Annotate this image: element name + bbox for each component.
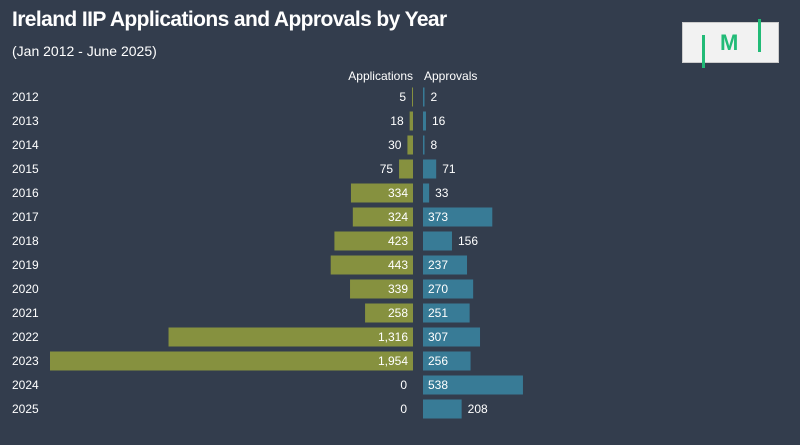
approvals-bar xyxy=(423,135,425,155)
approvals-bar xyxy=(423,375,523,395)
applications-value-label: 0 xyxy=(400,378,407,392)
approvals-bar xyxy=(423,399,462,419)
applications-value-label: 30 xyxy=(388,138,402,152)
year-label: 2025 xyxy=(12,402,39,416)
approvals-value-label: 237 xyxy=(428,258,448,272)
year-label: 2013 xyxy=(12,114,39,128)
applications-value-label: 334 xyxy=(388,186,408,200)
applications-value-label: 339 xyxy=(388,282,408,296)
applications-bar xyxy=(365,303,413,323)
approvals-value-label: 251 xyxy=(428,306,448,320)
year-label: 2016 xyxy=(12,186,39,200)
year-label: 2020 xyxy=(12,282,39,296)
applications-bar xyxy=(412,87,413,107)
logo-bar-right xyxy=(758,19,761,52)
logo: M xyxy=(682,19,779,68)
applications-header: Applications xyxy=(348,69,413,83)
year-label: 2023 xyxy=(12,354,39,368)
applications-bar xyxy=(350,183,413,203)
approvals-value-label: 307 xyxy=(428,330,448,344)
chart-title: Ireland IIP Applications and Approvals b… xyxy=(12,8,447,31)
applications-value-label: 324 xyxy=(388,210,408,224)
year-label: 2024 xyxy=(12,378,39,392)
applications-bar xyxy=(399,159,413,179)
approvals-value-label: 538 xyxy=(428,378,448,392)
approvals-value-label: 156 xyxy=(458,234,478,248)
approvals-bar xyxy=(423,351,471,371)
year-label: 2012 xyxy=(12,90,39,104)
applications-bar xyxy=(350,279,413,299)
approvals-bar xyxy=(423,327,481,347)
approvals-value-label: 208 xyxy=(468,402,488,416)
applications-value-label: 5 xyxy=(399,90,406,104)
approvals-value-label: 256 xyxy=(428,354,448,368)
approvals-bar xyxy=(423,183,430,203)
year-label: 2018 xyxy=(12,234,39,248)
year-label: 2021 xyxy=(12,306,39,320)
logo-bar-left xyxy=(702,35,705,68)
approvals-value-label: 33 xyxy=(435,186,449,200)
logo-letter: M xyxy=(720,30,739,55)
year-label: 2019 xyxy=(12,258,39,272)
applications-bar xyxy=(334,231,413,251)
applications-value-label: 1,316 xyxy=(378,330,408,344)
applications-value-label: 18 xyxy=(390,114,404,128)
approvals-value-label: 2 xyxy=(431,90,438,104)
approvals-value-label: 270 xyxy=(428,282,448,296)
chart-subtitle: (Jan 2012 - June 2025) xyxy=(12,43,157,59)
applications-bar xyxy=(352,207,413,227)
approvals-value-label: 373 xyxy=(428,210,448,224)
year-label: 2022 xyxy=(12,330,39,344)
applications-bar xyxy=(407,135,413,155)
approvals-value-label: 16 xyxy=(432,114,446,128)
applications-bar xyxy=(330,255,413,275)
approvals-bar xyxy=(423,279,474,299)
approvals-bar xyxy=(423,303,470,323)
approvals-value-label: 8 xyxy=(431,138,438,152)
applications-value-label: 258 xyxy=(388,306,408,320)
applications-value-label: 1,954 xyxy=(378,354,408,368)
approvals-bar xyxy=(423,87,425,107)
approvals-header: Approvals xyxy=(424,69,477,83)
approvals-bar xyxy=(423,231,452,251)
year-label: 2017 xyxy=(12,210,39,224)
approvals-bar xyxy=(423,255,468,275)
approvals-bar xyxy=(423,111,426,131)
year-label: 2015 xyxy=(12,162,39,176)
approvals-bar xyxy=(423,207,493,227)
applications-bar xyxy=(50,351,413,371)
approvals-bar xyxy=(423,159,437,179)
approvals-value-label: 71 xyxy=(442,162,456,176)
applications-value-label: 0 xyxy=(400,402,407,416)
applications-value-label: 75 xyxy=(380,162,394,176)
applications-bar xyxy=(409,111,413,131)
applications-bar xyxy=(168,327,413,347)
year-label: 2014 xyxy=(12,138,39,152)
applications-value-label: 443 xyxy=(388,258,408,272)
applications-value-label: 423 xyxy=(388,234,408,248)
